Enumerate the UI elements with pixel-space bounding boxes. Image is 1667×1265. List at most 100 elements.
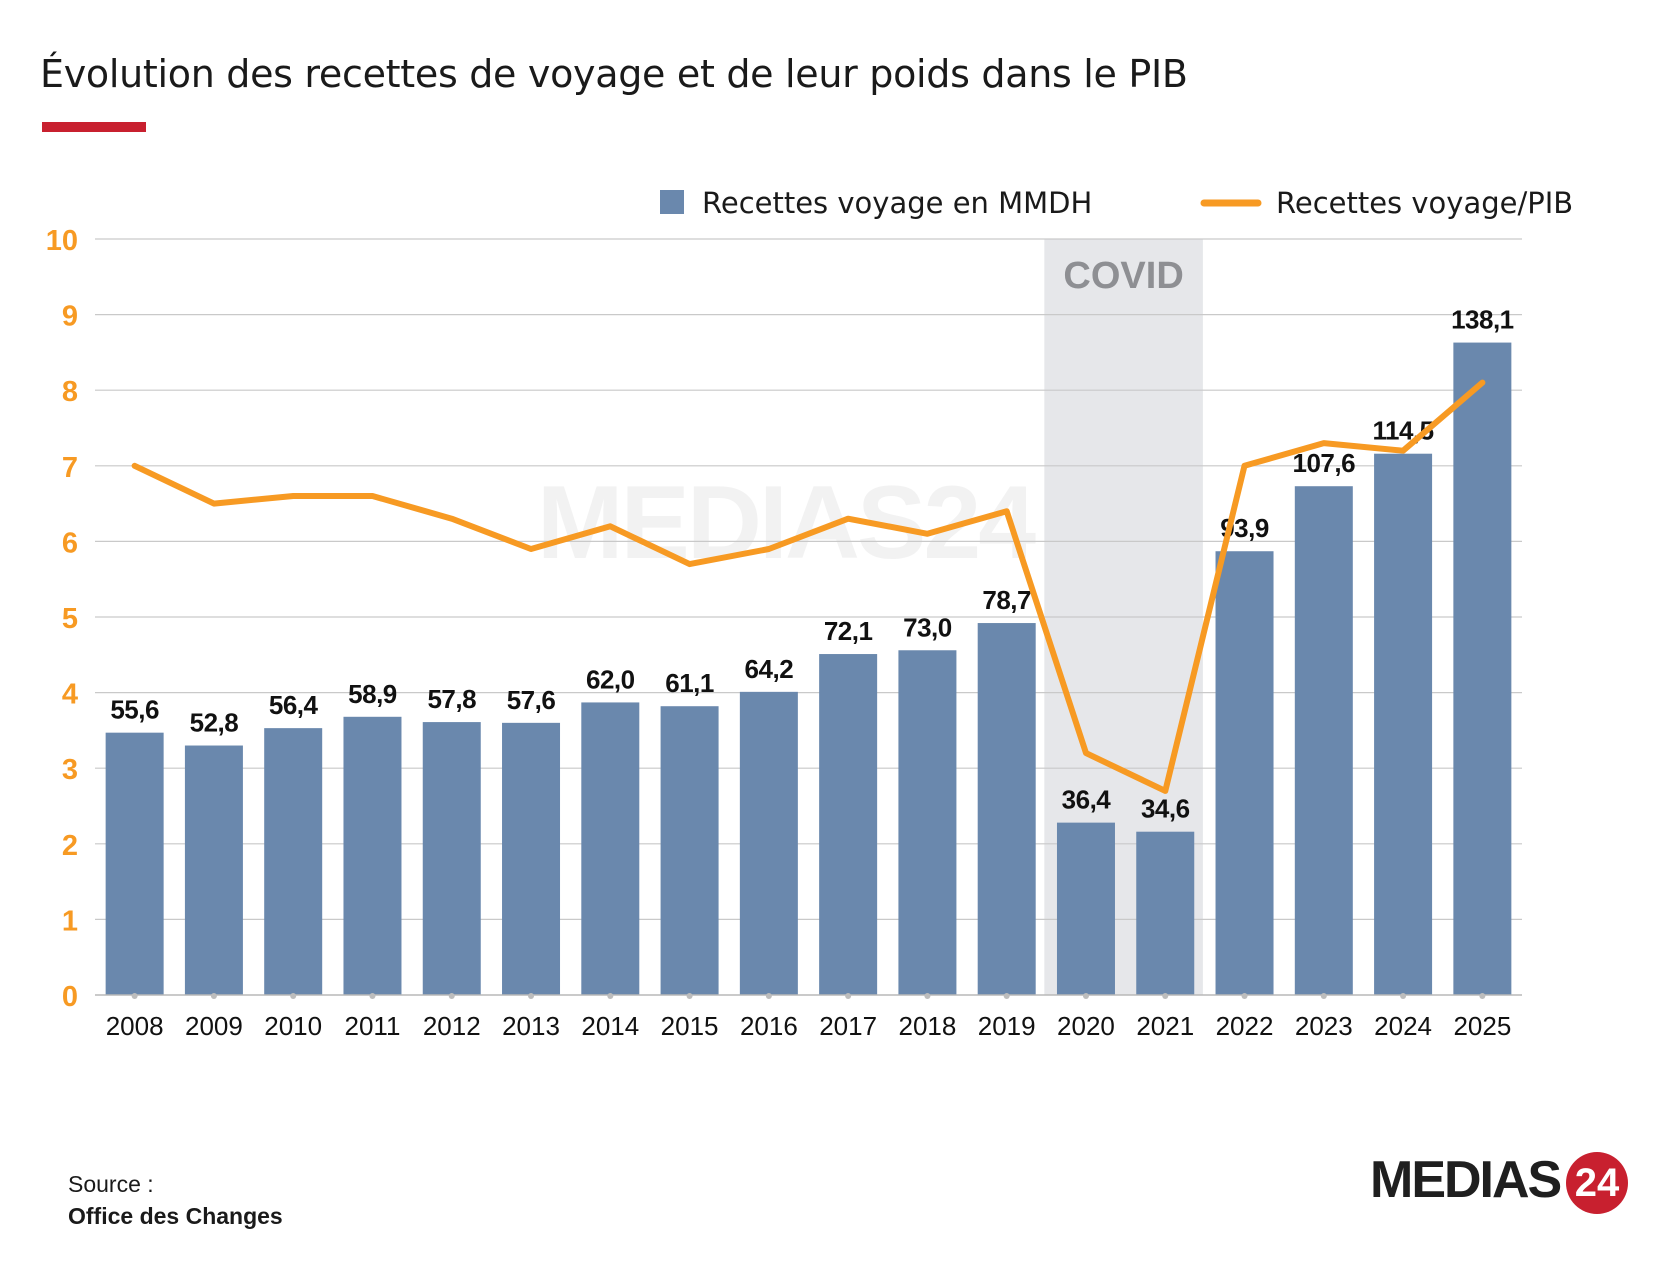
bar — [1374, 453, 1433, 996]
y-axis-ticks: 0 1 2 3 4 5 6 7 8 9 10 — [46, 225, 78, 1013]
x-tick-mark — [210, 993, 217, 999]
legend-bar-swatch — [660, 190, 684, 214]
x-tick-mark — [1400, 993, 1407, 999]
bar — [898, 650, 957, 995]
x-tick-mark — [369, 993, 376, 999]
ratio-line — [131, 379, 1486, 794]
bar — [581, 702, 640, 995]
bar-data-label: 56,4 — [269, 690, 319, 720]
x-tick-label: 2010 — [264, 1011, 322, 1041]
bar-data-label: 72,1 — [824, 616, 873, 646]
bar-series — [105, 342, 1512, 996]
source-note: Source : Office des Changes — [68, 1168, 283, 1232]
x-tick-label: 2024 — [1374, 1011, 1432, 1041]
bar — [184, 745, 243, 995]
x-tick-label: 2011 — [345, 1011, 401, 1041]
legend-line-label: Recettes voyage/PIB — [1276, 186, 1573, 220]
x-tick-label: 2018 — [898, 1011, 956, 1041]
x-tick-mark — [924, 993, 931, 999]
x-tick-mark — [686, 993, 693, 999]
bar-data-label: 62,0 — [586, 664, 635, 694]
legend: Recettes voyage en MMDH Recettes voyage/… — [660, 186, 1573, 220]
bar-data-label: 107,6 — [1293, 448, 1356, 478]
source-name: Office des Changes — [68, 1203, 283, 1229]
x-tick-mark — [528, 993, 535, 999]
bar — [977, 623, 1036, 995]
bar-data-label: 61,1 — [665, 668, 714, 698]
x-tick-mark — [290, 993, 297, 999]
y-tick-label: 4 — [62, 679, 78, 711]
bar — [819, 654, 878, 995]
chart-title: Évolution des recettes de voyage et de l… — [40, 52, 1188, 96]
x-tick-mark — [131, 993, 138, 999]
x-tick-mark — [1320, 993, 1327, 999]
bar — [1136, 831, 1195, 995]
x-tick-label: 2020 — [1057, 1011, 1115, 1041]
bar-data-label: 58,9 — [348, 679, 397, 709]
x-tick-label: 2016 — [740, 1011, 798, 1041]
logo-number-badge: 24 — [1566, 1152, 1628, 1214]
covid-label: COVID — [1063, 255, 1183, 297]
gridlines — [95, 238, 1522, 921]
bar-data-label: 78,7 — [982, 585, 1031, 615]
title-accent-bar — [42, 122, 146, 132]
x-tick-mark — [607, 993, 614, 999]
x-tick-mark — [1241, 993, 1248, 999]
y-tick-label: 2 — [62, 830, 78, 862]
bar-data-label: 36,4 — [1062, 785, 1112, 815]
x-tick-label: 2015 — [661, 1011, 719, 1041]
y-tick-label: 6 — [62, 527, 78, 559]
bar-data-label: 64,2 — [745, 654, 794, 684]
y-tick-label: 3 — [62, 754, 78, 786]
x-axis-ticks: 2008 2009 2010 2011 2012 2013 2014 2015 2016 2017… — [106, 993, 1511, 1041]
x-tick-mark — [1479, 993, 1486, 999]
source-label: Source : — [68, 1171, 154, 1197]
bar-data-label: 73,0 — [903, 612, 952, 642]
bar — [105, 732, 164, 995]
x-tick-mark — [1003, 993, 1010, 999]
bar — [1056, 822, 1115, 995]
bar-data-label: 57,8 — [427, 684, 476, 714]
x-tick-label: 2025 — [1453, 1011, 1511, 1041]
x-tick-mark — [448, 993, 455, 999]
x-tick-label: 2022 — [1216, 1011, 1274, 1041]
logo-text: MEDIAS — [1370, 1151, 1562, 1209]
bar-data-labels: 55,6 52,8 56,4 58,9 57,8 57,6 62,0 61,1 64,2 72,1… — [110, 305, 1514, 824]
y-tick-label: 10 — [46, 225, 78, 257]
bar-data-label: 138,1 — [1451, 305, 1514, 335]
bar — [502, 722, 561, 995]
x-tick-mark — [1082, 993, 1089, 999]
x-tick-label: 2023 — [1295, 1011, 1353, 1041]
y-tick-label: 8 — [62, 376, 78, 408]
x-tick-label: 2014 — [581, 1011, 639, 1041]
x-tick-label: 2019 — [978, 1011, 1036, 1041]
legend-bar-label: Recettes voyage en MMDH — [702, 186, 1092, 220]
x-tick-label: 2009 — [185, 1011, 243, 1041]
x-tick-mark — [845, 993, 852, 999]
y-tick-label: 7 — [62, 452, 78, 484]
bar — [422, 722, 481, 995]
y-tick-label: 9 — [62, 301, 78, 333]
bar — [1453, 342, 1512, 995]
bar — [660, 706, 719, 995]
y-tick-label: 5 — [62, 603, 78, 635]
y-tick-label: 1 — [62, 905, 78, 937]
bar-data-label: 55,6 — [110, 695, 159, 725]
bar — [264, 728, 323, 995]
bar-data-label: 57,6 — [507, 685, 556, 715]
bar — [1215, 551, 1274, 995]
y-tick-label: 0 — [62, 981, 78, 1013]
x-tick-mark — [1162, 993, 1169, 999]
x-tick-label: 2012 — [423, 1011, 481, 1041]
bar — [739, 691, 798, 995]
x-tick-mark — [765, 993, 772, 999]
x-tick-label: 2013 — [502, 1011, 560, 1041]
x-tick-label: 2008 — [106, 1011, 164, 1041]
bar-data-label: 34,6 — [1141, 794, 1190, 824]
bar — [343, 716, 402, 995]
bar-data-label: 52,8 — [190, 708, 239, 738]
bar — [1294, 486, 1353, 995]
x-tick-label: 2021 — [1136, 1011, 1194, 1041]
x-tick-label: 2017 — [819, 1011, 877, 1041]
